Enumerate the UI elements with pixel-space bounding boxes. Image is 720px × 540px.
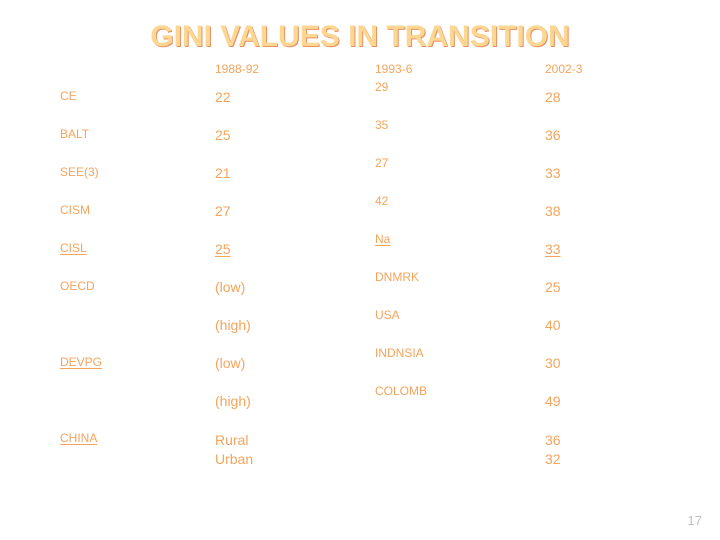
row-label [60, 382, 215, 420]
cell [375, 420, 545, 480]
cell: (high) [215, 306, 375, 344]
cell: (low) [215, 268, 375, 306]
cell: 30 [545, 344, 705, 382]
row-label: CISL [60, 230, 215, 268]
cell-line: Urban [215, 451, 253, 467]
cell: INDNSIA [375, 344, 545, 382]
cell: 42 [375, 192, 545, 230]
cell: USA [375, 306, 545, 344]
header-blank [60, 60, 215, 78]
row-label: CHINA [60, 420, 215, 480]
page-number: 17 [688, 513, 702, 528]
cell: (high) [215, 382, 375, 420]
header-col-1: 1988-92 [215, 60, 375, 78]
row-label: CISM [60, 192, 215, 230]
cell: 25 [215, 230, 375, 268]
page-title: GINI VALUES IN TRANSITION [0, 0, 720, 54]
cell: 36 [545, 116, 705, 154]
header-col-2: 1993-6 [375, 60, 545, 78]
cell: COLOMB [375, 382, 545, 420]
row-label: SEE(3) [60, 154, 215, 192]
header-col-3: 2002-3 [545, 60, 705, 78]
cell: 33 [545, 230, 705, 268]
cell: (low) [215, 344, 375, 382]
cell: 21 [215, 154, 375, 192]
cell-line: 32 [545, 451, 561, 467]
cell: 29 [375, 78, 545, 116]
row-label: OECD [60, 268, 215, 306]
row-label: DEVPG [60, 344, 215, 382]
cell-line: 36 [545, 432, 561, 448]
cell: 25 [545, 268, 705, 306]
cell: 25 [215, 116, 375, 154]
gini-table: 1988-92 1993-6 2002-3 CE 22 29 28 BALT 2… [60, 60, 720, 480]
row-label [60, 306, 215, 344]
row-label: BALT [60, 116, 215, 154]
cell: 33 [545, 154, 705, 192]
cell-line: Rural [215, 432, 248, 448]
cell: 22 [215, 78, 375, 116]
cell: 35 [375, 116, 545, 154]
cell: 40 [545, 306, 705, 344]
cell: 49 [545, 382, 705, 420]
cell: 36 32 [545, 420, 705, 480]
cell: 38 [545, 192, 705, 230]
cell: Rural Urban [215, 420, 375, 480]
cell: Na [375, 230, 545, 268]
cell: 27 [375, 154, 545, 192]
row-label: CE [60, 78, 215, 116]
cell: DNMRK [375, 268, 545, 306]
cell: 28 [545, 78, 705, 116]
cell: 27 [215, 192, 375, 230]
